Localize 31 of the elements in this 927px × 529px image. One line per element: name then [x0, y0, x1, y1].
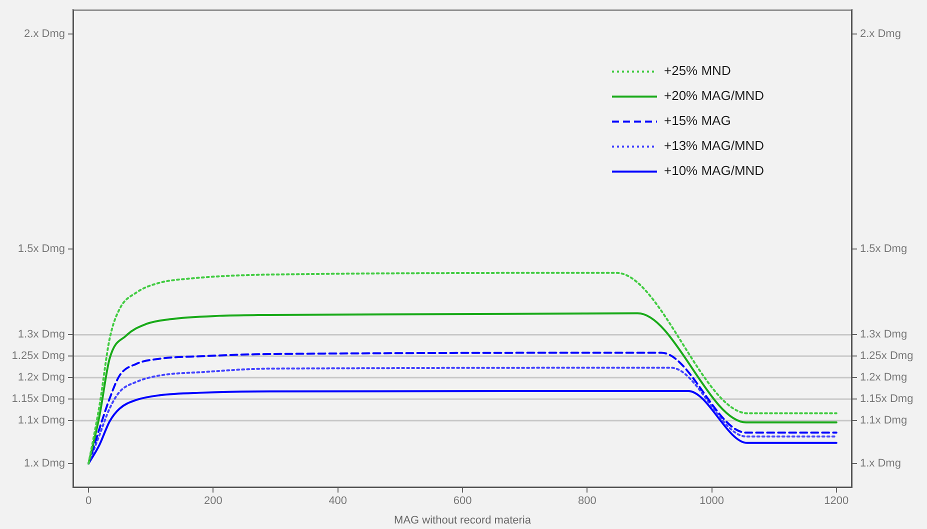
y-tick-label: 1.1x Dmg — [18, 414, 65, 427]
y2-tick-label: 1.5x Dmg — [860, 242, 908, 255]
y-tick-label: 1.2x Dmg — [18, 372, 65, 384]
y-tick-label: 1.5x Dmg — [18, 242, 65, 255]
legend-label: +15% MAG — [664, 113, 731, 128]
x-tick-label: 400 — [328, 495, 348, 508]
y2-tick-label: 1.3x Dmg — [860, 328, 908, 341]
y-tick-label: 1.25x Dmg — [12, 350, 65, 362]
x-tick-label: 600 — [453, 495, 472, 508]
y2-tick-label: 2.x Dmg — [860, 28, 901, 40]
y-tick-label: 1.3x Dmg — [18, 328, 65, 341]
legend-label: +20% MAG/MND — [664, 88, 764, 104]
y2-tick-label: 1.15x Dmg — [860, 393, 914, 406]
y2-tick-label: 1.2x Dmg — [860, 372, 908, 384]
legend-label: +13% MAG/MND — [664, 138, 764, 154]
y-tick-label: 1.x Dmg — [24, 458, 65, 470]
line-series — [88, 272, 838, 465]
y2-tick-label: 1.25x Dmg — [860, 350, 914, 362]
legend-label: +10% MAG/MND — [664, 163, 764, 178]
x-tick-label: 1200 — [824, 495, 849, 508]
x-tick-label: 200 — [204, 495, 222, 508]
x-tick-label: 1000 — [700, 495, 724, 508]
y2-tick-label: 1.1x Dmg — [860, 414, 908, 427]
y2-tick-label: 1.x Dmg — [860, 458, 901, 470]
x-tick-label: 0 — [86, 495, 92, 508]
x-axis-title: MAG without record materia — [394, 514, 532, 526]
line-series — [88, 312, 838, 465]
x-tick-label: 800 — [578, 495, 596, 508]
y-tick-label: 1.15x Dmg — [12, 393, 65, 406]
y-tick-label: 2.x Dmg — [24, 28, 65, 40]
legend-label: +25% MND — [664, 63, 731, 78]
